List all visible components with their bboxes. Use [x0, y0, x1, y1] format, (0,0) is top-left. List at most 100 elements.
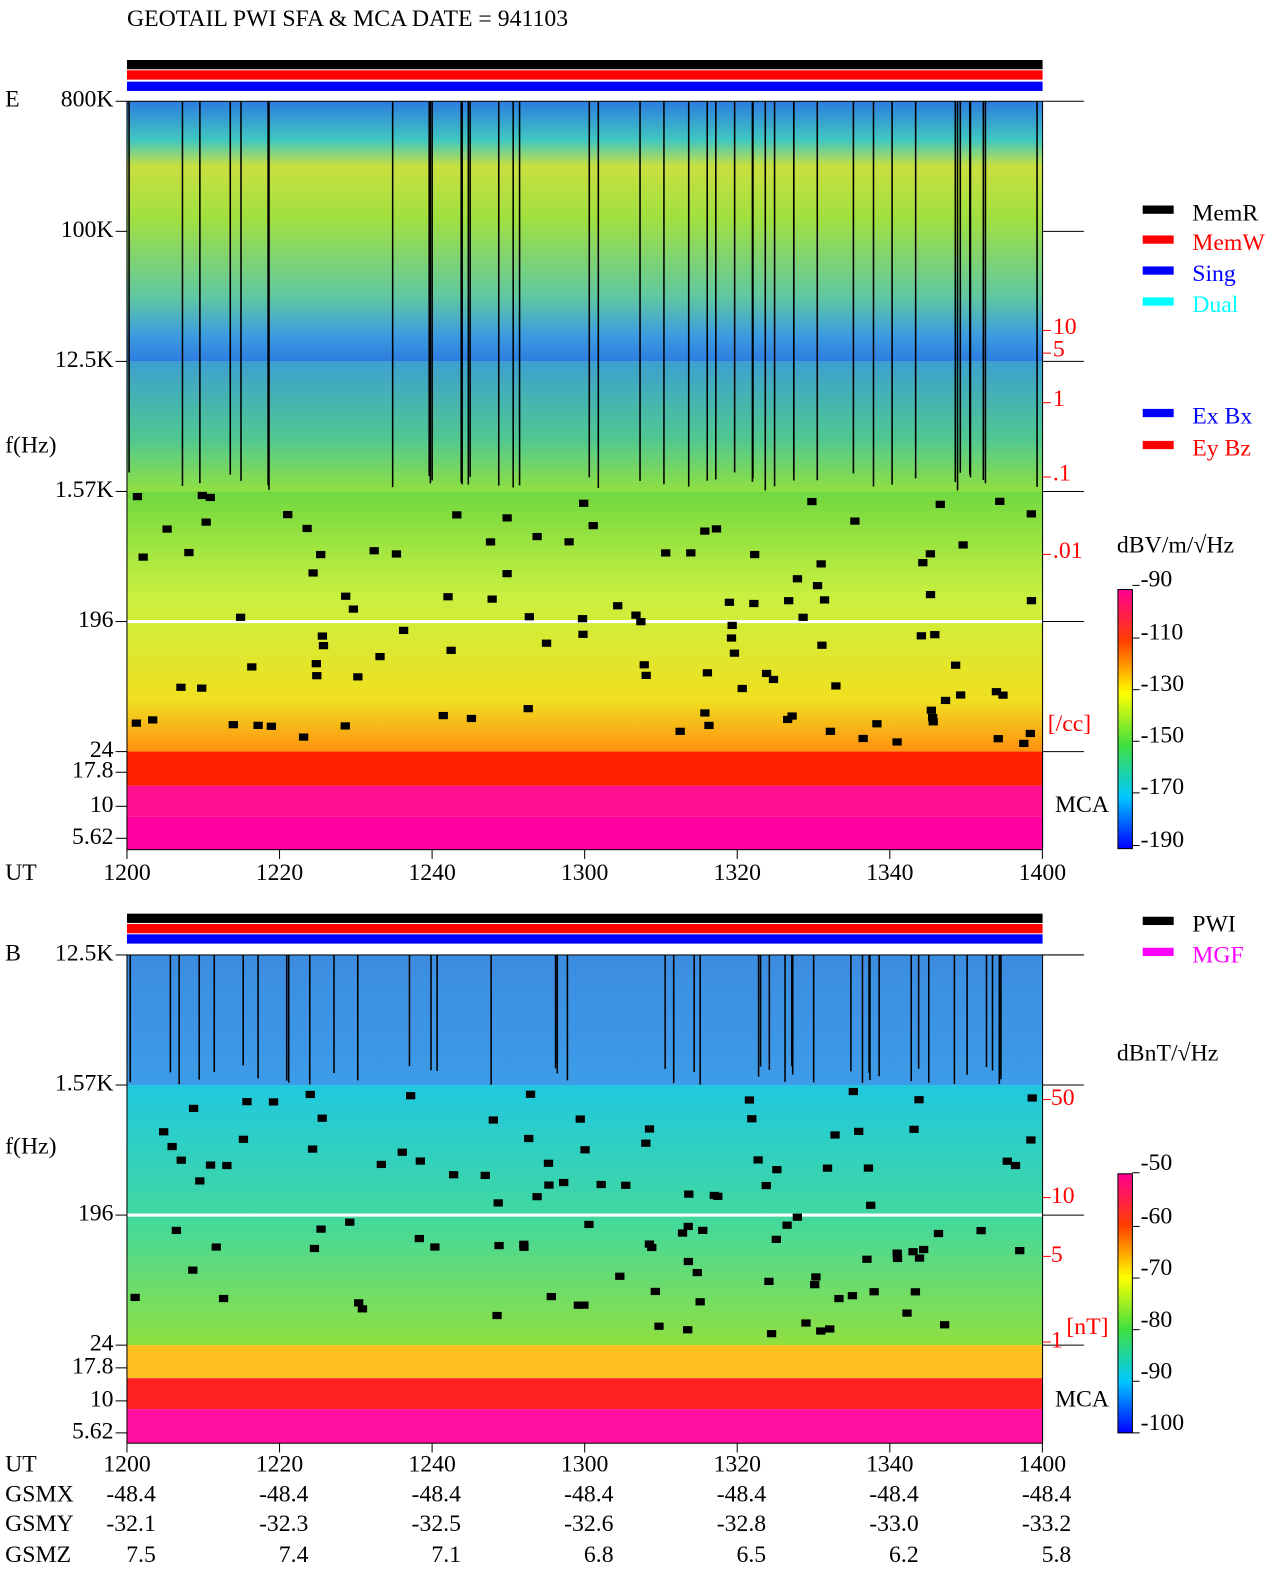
data-gap-pixel: [825, 1325, 835, 1333]
data-gap-pixel: [925, 590, 936, 599]
y-tick-label: 24: [90, 737, 114, 763]
data-gap-pixel: [228, 721, 238, 729]
data-gap-pixel: [812, 582, 823, 590]
data-gap-pixel: [854, 1127, 864, 1136]
data-gap-pixel: [631, 611, 641, 619]
x-tick-label: 1200: [103, 860, 150, 886]
data-gap-pixel: [792, 575, 803, 583]
y-tick-label: 24: [90, 1331, 114, 1357]
data-gap-pixel: [579, 499, 589, 507]
field-tick-label: 50: [1051, 1085, 1075, 1111]
data-gap-pixel: [822, 1164, 833, 1172]
x-tick-label: 1240: [408, 1451, 455, 1477]
data-gap-pixel: [654, 1322, 664, 1330]
mca-label: MCA: [1055, 1386, 1109, 1412]
mca-band: [126, 1378, 1043, 1410]
data-gap-pixel: [222, 1161, 232, 1170]
data-gap-pixel: [354, 1299, 364, 1307]
x-tick-label: 1400: [1019, 860, 1066, 886]
data-gap-pixel: [1026, 510, 1036, 518]
data-gap-pixel: [341, 592, 351, 600]
data-gap-pixel: [211, 1243, 221, 1251]
orbit-value: 5.8: [1042, 1542, 1072, 1568]
data-gap-pixel: [858, 734, 868, 743]
data-gap-pixel: [927, 713, 938, 722]
data-gap-pixel: [729, 649, 740, 657]
orbit-value: -48.4: [869, 1481, 919, 1507]
colorbar-tick-label: -150: [1141, 723, 1185, 749]
data-gap-pixel: [933, 1229, 944, 1238]
legend-label: Sing: [1192, 261, 1236, 287]
status-bar: [126, 81, 1043, 91]
data-gap-pixel: [749, 599, 759, 608]
data-gap-pixel: [810, 1281, 820, 1289]
data-gap-pixel: [197, 491, 208, 500]
density-tick-label: .01: [1053, 538, 1083, 564]
legend-swatch: [1142, 205, 1174, 214]
data-gap-pixel: [438, 711, 448, 720]
mca-band: [126, 785, 1043, 817]
data-gap-pixel: [698, 1226, 708, 1234]
data-gap-pixel: [737, 684, 747, 693]
data-gap-pixel: [159, 1128, 169, 1136]
data-gap-pixel: [816, 1327, 826, 1335]
data-gap-pixel: [502, 514, 512, 522]
data-gap-pixel: [524, 1134, 534, 1143]
data-gap-pixel: [811, 1273, 821, 1281]
data-gap-pixel: [575, 1115, 585, 1123]
data-gap-pixel: [353, 673, 363, 681]
data-gap-pixel: [596, 1180, 606, 1189]
data-gap-pixel: [683, 1257, 694, 1266]
data-gap-pixel: [831, 682, 841, 690]
data-gap-pixel: [525, 1090, 536, 1098]
orbit-value: -32.6: [564, 1511, 614, 1537]
data-gap-pixel: [847, 1292, 858, 1300]
data-gap-pixel: [466, 714, 477, 723]
data-gap-pixel: [910, 1288, 921, 1296]
orbit-value: 6.5: [736, 1542, 766, 1568]
data-gap-pixel: [644, 1240, 655, 1248]
data-gap-pixel: [340, 722, 350, 730]
data-gap-pixel: [205, 1161, 216, 1169]
data-gap-pixel: [452, 511, 462, 519]
data-gap-pixel: [677, 1229, 688, 1237]
data-gap-pixel: [726, 634, 737, 642]
data-gap-pixel: [305, 1090, 315, 1099]
data-gap-pixel: [772, 1166, 782, 1174]
data-gap-pixel: [862, 1255, 872, 1263]
data-gap-pixel: [242, 1098, 252, 1106]
data-gap-pixel: [816, 560, 826, 568]
data-gap-pixel: [641, 671, 651, 679]
data-gap-pixel: [197, 684, 207, 692]
spectrogram: [126, 361, 1043, 492]
panel-label: B: [5, 940, 21, 966]
colorbar-unit: dBnT/√Hz: [1117, 1041, 1218, 1067]
y-tick-label: 100K: [61, 217, 114, 243]
data-gap-pixel: [308, 569, 318, 577]
y-tick-label: 12.5K: [55, 940, 114, 966]
data-gap-pixel: [588, 521, 598, 530]
data-gap-pixel: [485, 538, 496, 546]
data-gap-pixel: [926, 706, 936, 714]
y-tick-label: 5.62: [72, 1418, 114, 1444]
data-gap-pixel: [925, 550, 936, 558]
data-gap-pixel: [253, 721, 263, 729]
orbit-label: GSMX: [5, 1481, 74, 1507]
orbit-value: -48.4: [1022, 1481, 1072, 1507]
data-gap-pixel: [909, 1125, 919, 1133]
data-gap-pixel: [766, 1330, 777, 1338]
data-gap-pixel: [939, 1321, 950, 1329]
data-gap-pixel: [914, 1254, 925, 1262]
data-gap-pixel: [792, 1213, 802, 1221]
field-tick-label: 10: [1051, 1183, 1075, 1209]
data-gap-pixel: [1019, 739, 1029, 748]
data-gap-pixel: [130, 1293, 140, 1302]
data-gap-pixel: [397, 1148, 407, 1156]
data-gap-pixel: [138, 553, 148, 561]
data-gap-pixel: [872, 720, 882, 728]
y-tick-label: 800K: [61, 87, 114, 113]
data-gap-pixel: [709, 1191, 719, 1200]
data-gap-pixel: [357, 1305, 368, 1313]
data-gap-pixel: [1026, 597, 1037, 605]
